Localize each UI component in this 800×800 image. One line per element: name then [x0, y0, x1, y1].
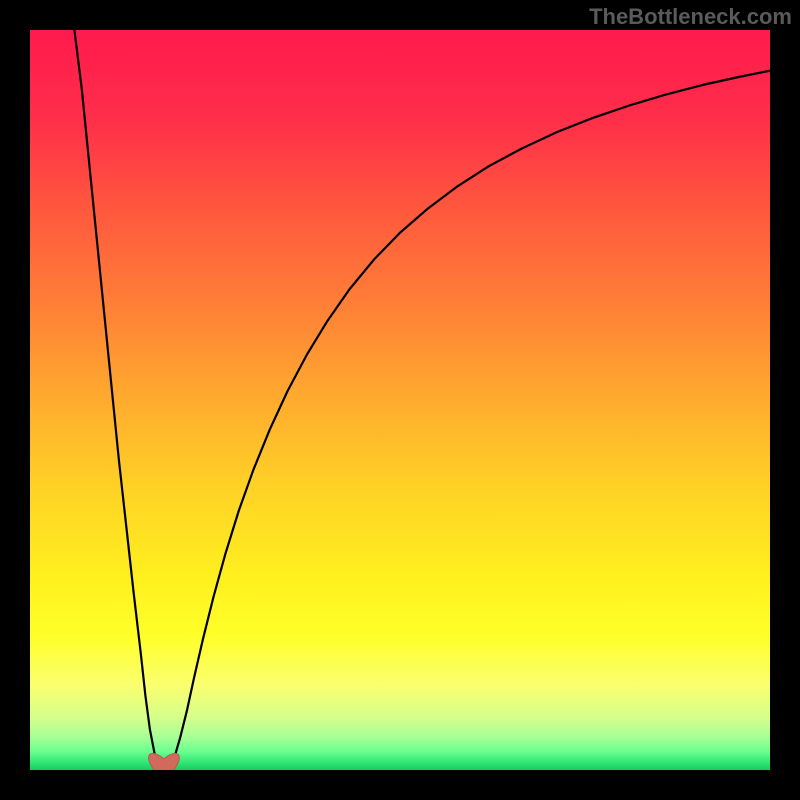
bottleneck-curve	[74, 30, 770, 770]
watermark-text: TheBottleneck.com	[589, 4, 792, 30]
chart-container: TheBottleneck.com	[0, 0, 800, 800]
curve-layer	[30, 30, 770, 770]
minimum-marker-heart	[149, 753, 180, 770]
plot-area	[30, 30, 770, 770]
